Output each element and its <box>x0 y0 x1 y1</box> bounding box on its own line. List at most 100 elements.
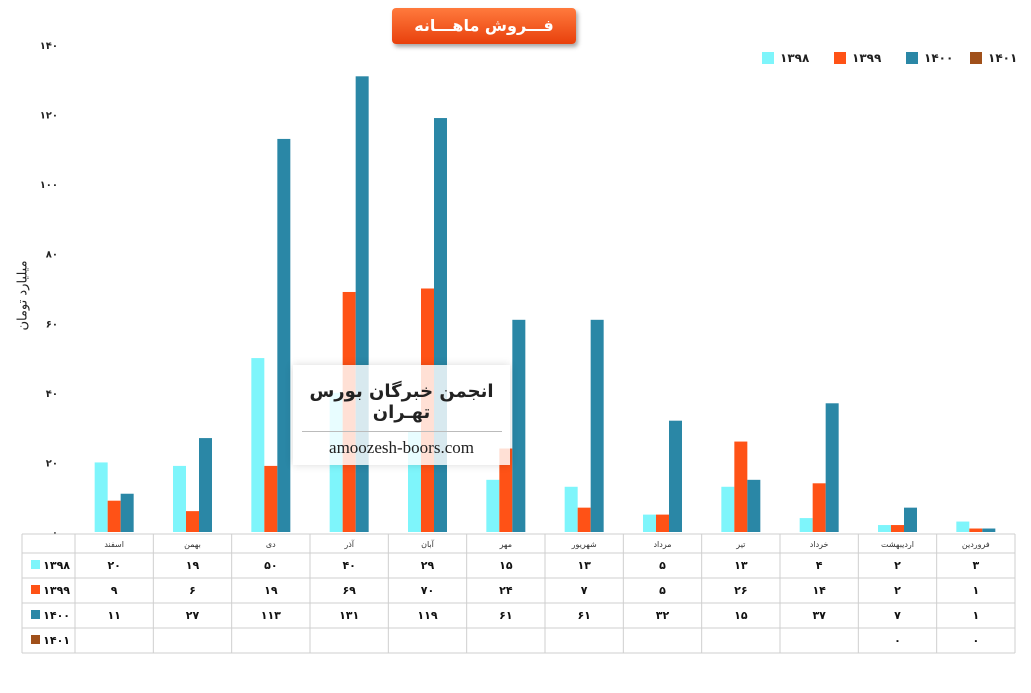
legend-swatch <box>762 52 774 64</box>
table-cell-value: ۲ <box>894 559 901 572</box>
y-tick-label: ۶۰ <box>46 319 58 330</box>
table-legend-swatch <box>31 610 40 619</box>
category-label: بهمن <box>184 540 201 549</box>
table-cell-value: ۱۹ <box>186 559 200 572</box>
bar <box>564 486 578 532</box>
watermark: انجمن خبرگان بورس تهـران amoozesh-boors.… <box>293 365 510 465</box>
table-cell-value: ۲۶ <box>734 584 747 597</box>
watermark-divider <box>301 431 502 432</box>
bar <box>669 420 682 532</box>
table-cell-value: ۲۹ <box>421 559 435 572</box>
category-label: اردیبهشت <box>881 540 914 549</box>
bar <box>878 525 891 532</box>
y-axis-ticks: ۰۲۰۴۰۶۰۸۰۱۰۰۱۲۰۱۴۰ <box>40 41 58 539</box>
category-label: آذر <box>343 539 354 549</box>
bar <box>512 319 526 532</box>
bar <box>94 462 108 532</box>
table-cell-value: ۵ <box>659 559 666 572</box>
bar <box>904 507 917 532</box>
bar <box>577 507 591 532</box>
watermark-url: amoozesh-boors.com <box>329 438 474 457</box>
table-cell-value: ۶۱ <box>577 609 590 622</box>
table-cell-value: ۶ <box>189 584 196 597</box>
bar <box>186 511 199 532</box>
table-cell-value: ۴ <box>816 559 823 572</box>
category-label: تیر <box>735 540 745 549</box>
table-cell-value: ۴۰ <box>342 559 355 572</box>
category-label: شهریور <box>571 540 597 549</box>
chart-title: فـــروش ماهـــانه قـــزوین <box>392 8 576 71</box>
table-series-name: ۱۴۰۰ <box>43 609 70 622</box>
table-cell-value: ۳۷ <box>812 609 826 622</box>
y-tick-label: ۸۰ <box>46 250 58 261</box>
bar <box>956 521 970 532</box>
bar <box>590 319 604 532</box>
table-cell-value: ۲۰ <box>107 559 120 572</box>
table-cell-value: ۵۰ <box>264 559 277 572</box>
table-cell-value: ۱۹ <box>264 584 278 597</box>
category-label: آبان <box>421 539 435 549</box>
table-cell-value: ۷۰ <box>421 584 434 597</box>
bar <box>982 528 996 532</box>
table-cell-value: ۱۳ <box>734 559 748 572</box>
bar <box>173 465 186 532</box>
table-cell-value: ۱۱۹ <box>417 609 437 622</box>
bars-group <box>94 76 996 533</box>
table-cell-value: ۷ <box>581 584 588 597</box>
table-cell-value: ۱۵ <box>499 559 513 572</box>
legend-label: ۱۴۰۰ <box>924 51 953 65</box>
table-series-name: ۱۴۰۱ <box>43 634 70 647</box>
watermark-persian: انجمن خبرگان بورس تهـران <box>309 381 494 423</box>
table-cell-value: ۲۷ <box>186 609 200 622</box>
legend-swatch <box>834 52 846 64</box>
bar <box>199 438 212 532</box>
bar <box>891 525 904 532</box>
table-legend-swatch <box>31 585 40 594</box>
table-legend-swatch <box>31 560 40 569</box>
bar <box>434 118 447 533</box>
category-label: اسفند <box>104 540 124 549</box>
bar <box>799 518 813 532</box>
table-cell-value: ۲ <box>894 584 901 597</box>
y-axis-label: میلیارد تومان <box>15 260 31 331</box>
y-tick-label: ۱۴۰ <box>40 41 58 52</box>
bar <box>499 448 513 532</box>
table-cell-value: ۱۵ <box>734 609 748 622</box>
table-cell-value: ۹ <box>111 584 118 597</box>
table-cell-value: ۷ <box>894 609 901 622</box>
bar <box>107 500 121 532</box>
table-series-name: ۱۳۹۹ <box>43 584 70 597</box>
bar <box>734 441 748 532</box>
bar <box>825 403 839 532</box>
table-cell-value: ۵ <box>659 584 666 597</box>
table-cell-value: ۳۲ <box>656 609 670 622</box>
category-label: دی <box>266 540 276 549</box>
table-series-name: ۱۳۹۸ <box>43 559 70 572</box>
table-cell-value: ۶۹ <box>342 584 356 597</box>
legend-label: ۱۳۹۹ <box>852 51 882 65</box>
bar <box>969 528 983 532</box>
legend-swatch <box>906 52 918 64</box>
category-label: مهر <box>499 540 512 549</box>
bar <box>747 479 761 532</box>
table-cell-value: ۱ <box>972 584 979 597</box>
bar <box>251 358 265 532</box>
legend-label: ۱۳۹۸ <box>780 51 810 65</box>
table-legend-swatch <box>31 635 40 644</box>
bar <box>656 514 669 532</box>
table-cell-value: ۲۴ <box>499 584 513 597</box>
legend-label: ۱۴۰۱ <box>988 51 1017 65</box>
table-cell-value: ۱۱۳ <box>261 609 281 622</box>
legend: ۱۳۹۸ ۱۳۹۹ ۱۴۰۰ ۱۴۰۱ <box>762 51 1017 65</box>
table-cell-value: ۰ <box>972 634 979 647</box>
table-cell-value: ۱۱ <box>107 609 120 622</box>
bar <box>120 493 134 532</box>
y-tick-label: ۲۰ <box>46 458 58 469</box>
y-tick-label: ۱۲۰ <box>40 111 58 122</box>
table-cell-value: ۱۳ <box>577 559 591 572</box>
bar <box>643 514 656 532</box>
category-label: خرداد <box>810 540 829 549</box>
bar <box>277 138 291 532</box>
bar <box>721 486 735 532</box>
